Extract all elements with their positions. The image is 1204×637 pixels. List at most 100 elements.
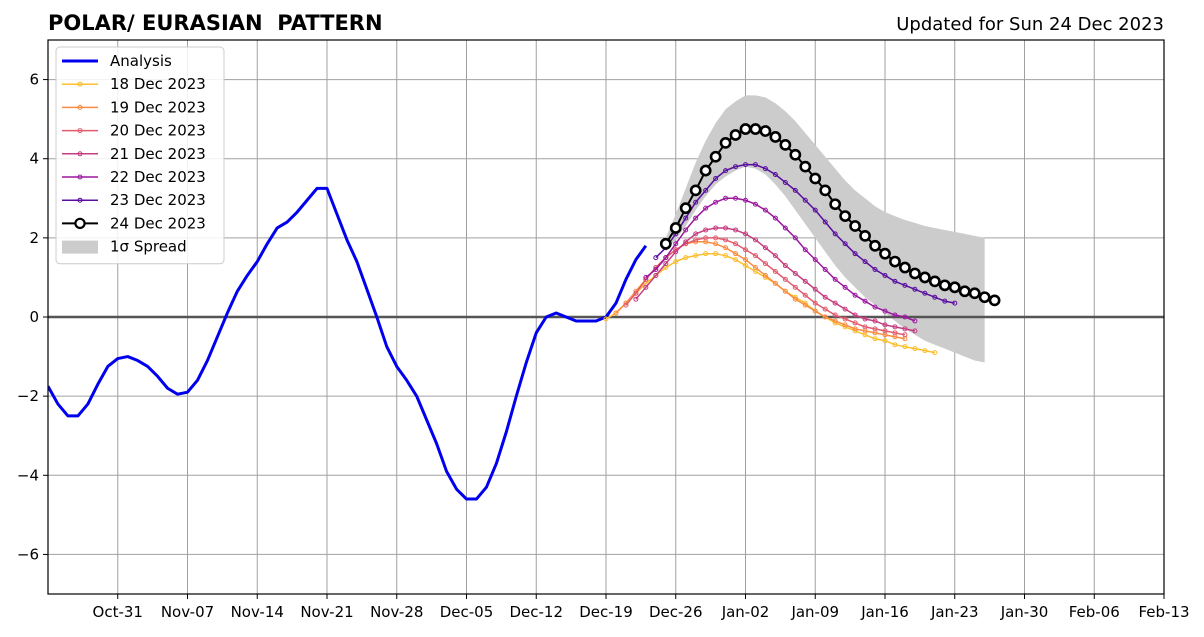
legend: Analysis 18 Dec 2023 19 Dec 2023 20 Dec 202… [55, 46, 225, 265]
series-point [693, 199, 699, 205]
series-point [673, 249, 679, 255]
series-point [978, 291, 991, 304]
series-point [942, 298, 948, 304]
series-point [862, 316, 868, 322]
series-point [822, 306, 828, 312]
series-point [792, 270, 798, 276]
y-tick-label: −6 [17, 545, 39, 563]
series-point [792, 296, 798, 302]
x-tick-label: Nov-14 [231, 603, 284, 621]
plot-area: Oct-31 Nov-07 Nov-14 Nov-21 Nov-28 Dec-05 Dec-… [17, 39, 1190, 621]
series-point [713, 176, 719, 181]
legend-entry: 23 Dec 2023 [62, 191, 206, 209]
series-point [749, 123, 762, 135]
series-point [769, 131, 782, 143]
series-line [625, 237, 906, 336]
series-point [752, 162, 758, 168]
series-line [605, 252, 935, 354]
series-point [713, 235, 719, 241]
series-point [782, 263, 788, 269]
series-point [693, 237, 699, 243]
series-point [819, 184, 832, 197]
series-point [653, 272, 659, 278]
series-point [842, 284, 848, 290]
series-point [822, 267, 828, 273]
series-point [872, 304, 878, 310]
series-point [789, 148, 802, 161]
series-point [653, 267, 659, 273]
series-point [842, 241, 848, 247]
series-point [842, 316, 848, 322]
series-point [683, 215, 689, 221]
x-tick-label: Nov-07 [161, 603, 214, 621]
legend-marker [74, 217, 86, 230]
series-point [862, 259, 868, 265]
series-point [743, 231, 748, 237]
x-tick-label: Jan-23 [930, 603, 979, 621]
legend-box [55, 46, 225, 265]
series-point [683, 255, 689, 261]
series-point [723, 168, 729, 174]
series-point [852, 326, 858, 332]
series-point [792, 235, 798, 241]
series-point [912, 346, 918, 352]
series-analysis [48, 186, 648, 501]
series-point [752, 265, 758, 271]
series-point [802, 247, 808, 253]
series-point [723, 237, 729, 243]
series-point [633, 290, 639, 296]
series-point [673, 259, 679, 265]
series-point [733, 241, 739, 247]
series-point [802, 197, 808, 203]
series-point [703, 251, 709, 257]
x-tick-label: Dec-05 [440, 603, 494, 621]
series-point [812, 308, 818, 314]
series-point [693, 253, 699, 259]
y-tick-label: 6 [29, 71, 39, 89]
series-point [812, 300, 818, 306]
x-tick-label: Jan-09 [790, 603, 839, 621]
series-point [782, 288, 788, 294]
series-point [899, 261, 911, 274]
series-point [968, 287, 981, 300]
series-point [822, 314, 828, 320]
series-point [782, 179, 788, 185]
y-tick-label: −2 [17, 387, 39, 405]
legend-label: 22 Dec 2023 [110, 168, 206, 186]
x-tick-label: Oct-31 [93, 603, 143, 621]
chart-title: POLAR/ EURASIAN PATTERN [48, 11, 383, 35]
series-point [922, 290, 928, 296]
x-tick-label: Feb-13 [1138, 603, 1189, 621]
series-point [673, 241, 679, 247]
x-tick-label: Feb-06 [1069, 603, 1120, 621]
series-point [822, 219, 828, 225]
series-point [603, 316, 609, 322]
series-point [772, 253, 778, 259]
series-point [713, 241, 719, 247]
series-point [802, 278, 808, 284]
series-point [842, 322, 848, 328]
series-point [723, 253, 729, 259]
series-point [743, 247, 748, 253]
series-point [872, 318, 878, 324]
series-point [832, 312, 838, 318]
series-point [733, 164, 739, 170]
series-point [703, 205, 709, 211]
series-point [872, 267, 878, 273]
series-point [762, 207, 768, 213]
series-point [892, 324, 898, 330]
series-point [882, 338, 888, 344]
series-point [663, 255, 669, 261]
series-point [689, 184, 702, 197]
series-point [792, 187, 798, 193]
series-point [779, 138, 792, 151]
series-point [928, 275, 941, 288]
series-point [882, 272, 888, 278]
legend-marker [77, 128, 83, 134]
legend-label: 21 Dec 2023 [110, 145, 206, 163]
series-point [932, 350, 938, 356]
series-22-dec-2023 [643, 195, 918, 324]
legend-entry: Analysis [62, 52, 172, 70]
series-point [693, 231, 699, 237]
